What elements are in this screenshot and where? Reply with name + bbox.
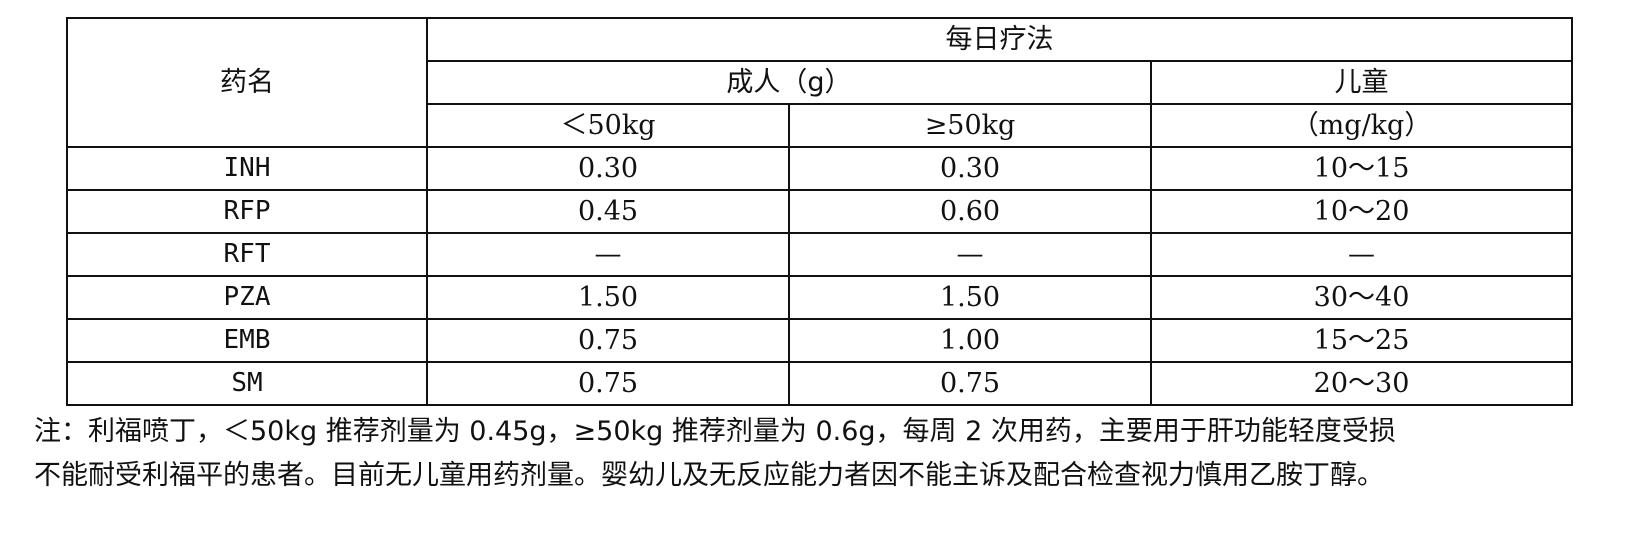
header-child-unit: （mg/kg） (1149, 103, 1574, 148)
cell-lt50: — (426, 232, 790, 277)
cell-child: — (1149, 232, 1574, 277)
table-row: EMB 0.75 1.00 15～25 (66, 318, 1574, 363)
cell-child: 10～20 (1149, 189, 1574, 234)
cell-drug: RFT (66, 232, 428, 277)
cell-drug: EMB (66, 318, 428, 363)
header-daily-regimen: 每日疗法 (425, 17, 1574, 62)
table-row: SM 0.75 0.75 20～30 (66, 361, 1574, 406)
cell-drug: SM (66, 361, 428, 406)
cell-lt50: 0.75 (426, 361, 790, 406)
cell-lt50: 0.75 (426, 318, 790, 363)
header-row-2: 成人（g） 儿童 (67, 60, 1574, 105)
cell-ge50: 0.75 (788, 361, 1152, 406)
cell-ge50: 0.60 (788, 189, 1152, 234)
header-weight-ge50: ≥50kg (788, 103, 1152, 148)
cell-child: 15～25 (1149, 318, 1574, 363)
table-row: PZA 1.50 1.50 30～40 (66, 275, 1574, 320)
cell-lt50: 0.45 (426, 189, 790, 234)
cell-ge50: 0.30 (788, 146, 1152, 191)
cell-drug: PZA (66, 275, 428, 320)
table-row: RFT — — — (66, 232, 1574, 277)
cell-lt50: 0.30 (426, 146, 790, 191)
header-row-1: 药名 每日疗法 (66, 17, 1574, 148)
cell-lt50: 1.50 (426, 275, 790, 320)
footnote: 注：利福喷丁，＜50kg 推荐剂量为 0.45g，≥50kg 推荐剂量为 0.6… (34, 410, 1624, 498)
table-row: INH 0.30 0.30 10～15 (66, 146, 1574, 191)
footnote-line-2: 不能耐受利福平的患者。目前无儿童用药剂量。婴幼儿及无反应能力者因不能主诉及配合检… (34, 460, 1384, 491)
header-weight-lt50: ＜50kg (426, 103, 790, 148)
cell-drug: RFP (66, 189, 428, 234)
cell-child: 30～40 (1149, 275, 1574, 320)
header-drug-name: 药名 (66, 17, 428, 148)
header-adult: 成人（g） (426, 60, 1152, 105)
table-row: RFP 0.45 0.60 10～20 (66, 189, 1574, 234)
cell-drug: INH (66, 146, 428, 191)
cell-ge50: 1.50 (788, 275, 1152, 320)
cell-ge50: — (788, 232, 1152, 277)
header-row-3: ＜50kg ≥50kg （mg/kg） (67, 103, 1574, 148)
header-child: 儿童 (1149, 60, 1574, 105)
cell-ge50: 1.00 (788, 318, 1152, 363)
cell-child: 20～30 (1149, 361, 1574, 406)
dosage-table: 药名 每日疗法 成人（g） 儿童 ＜50kg ≥50kg （mg/kg） INH… (66, 17, 1574, 406)
cell-child: 10～15 (1149, 146, 1574, 191)
footnote-line-1: 注：利福喷丁，＜50kg 推荐剂量为 0.45g，≥50kg 推荐剂量为 0.6… (34, 416, 1396, 447)
